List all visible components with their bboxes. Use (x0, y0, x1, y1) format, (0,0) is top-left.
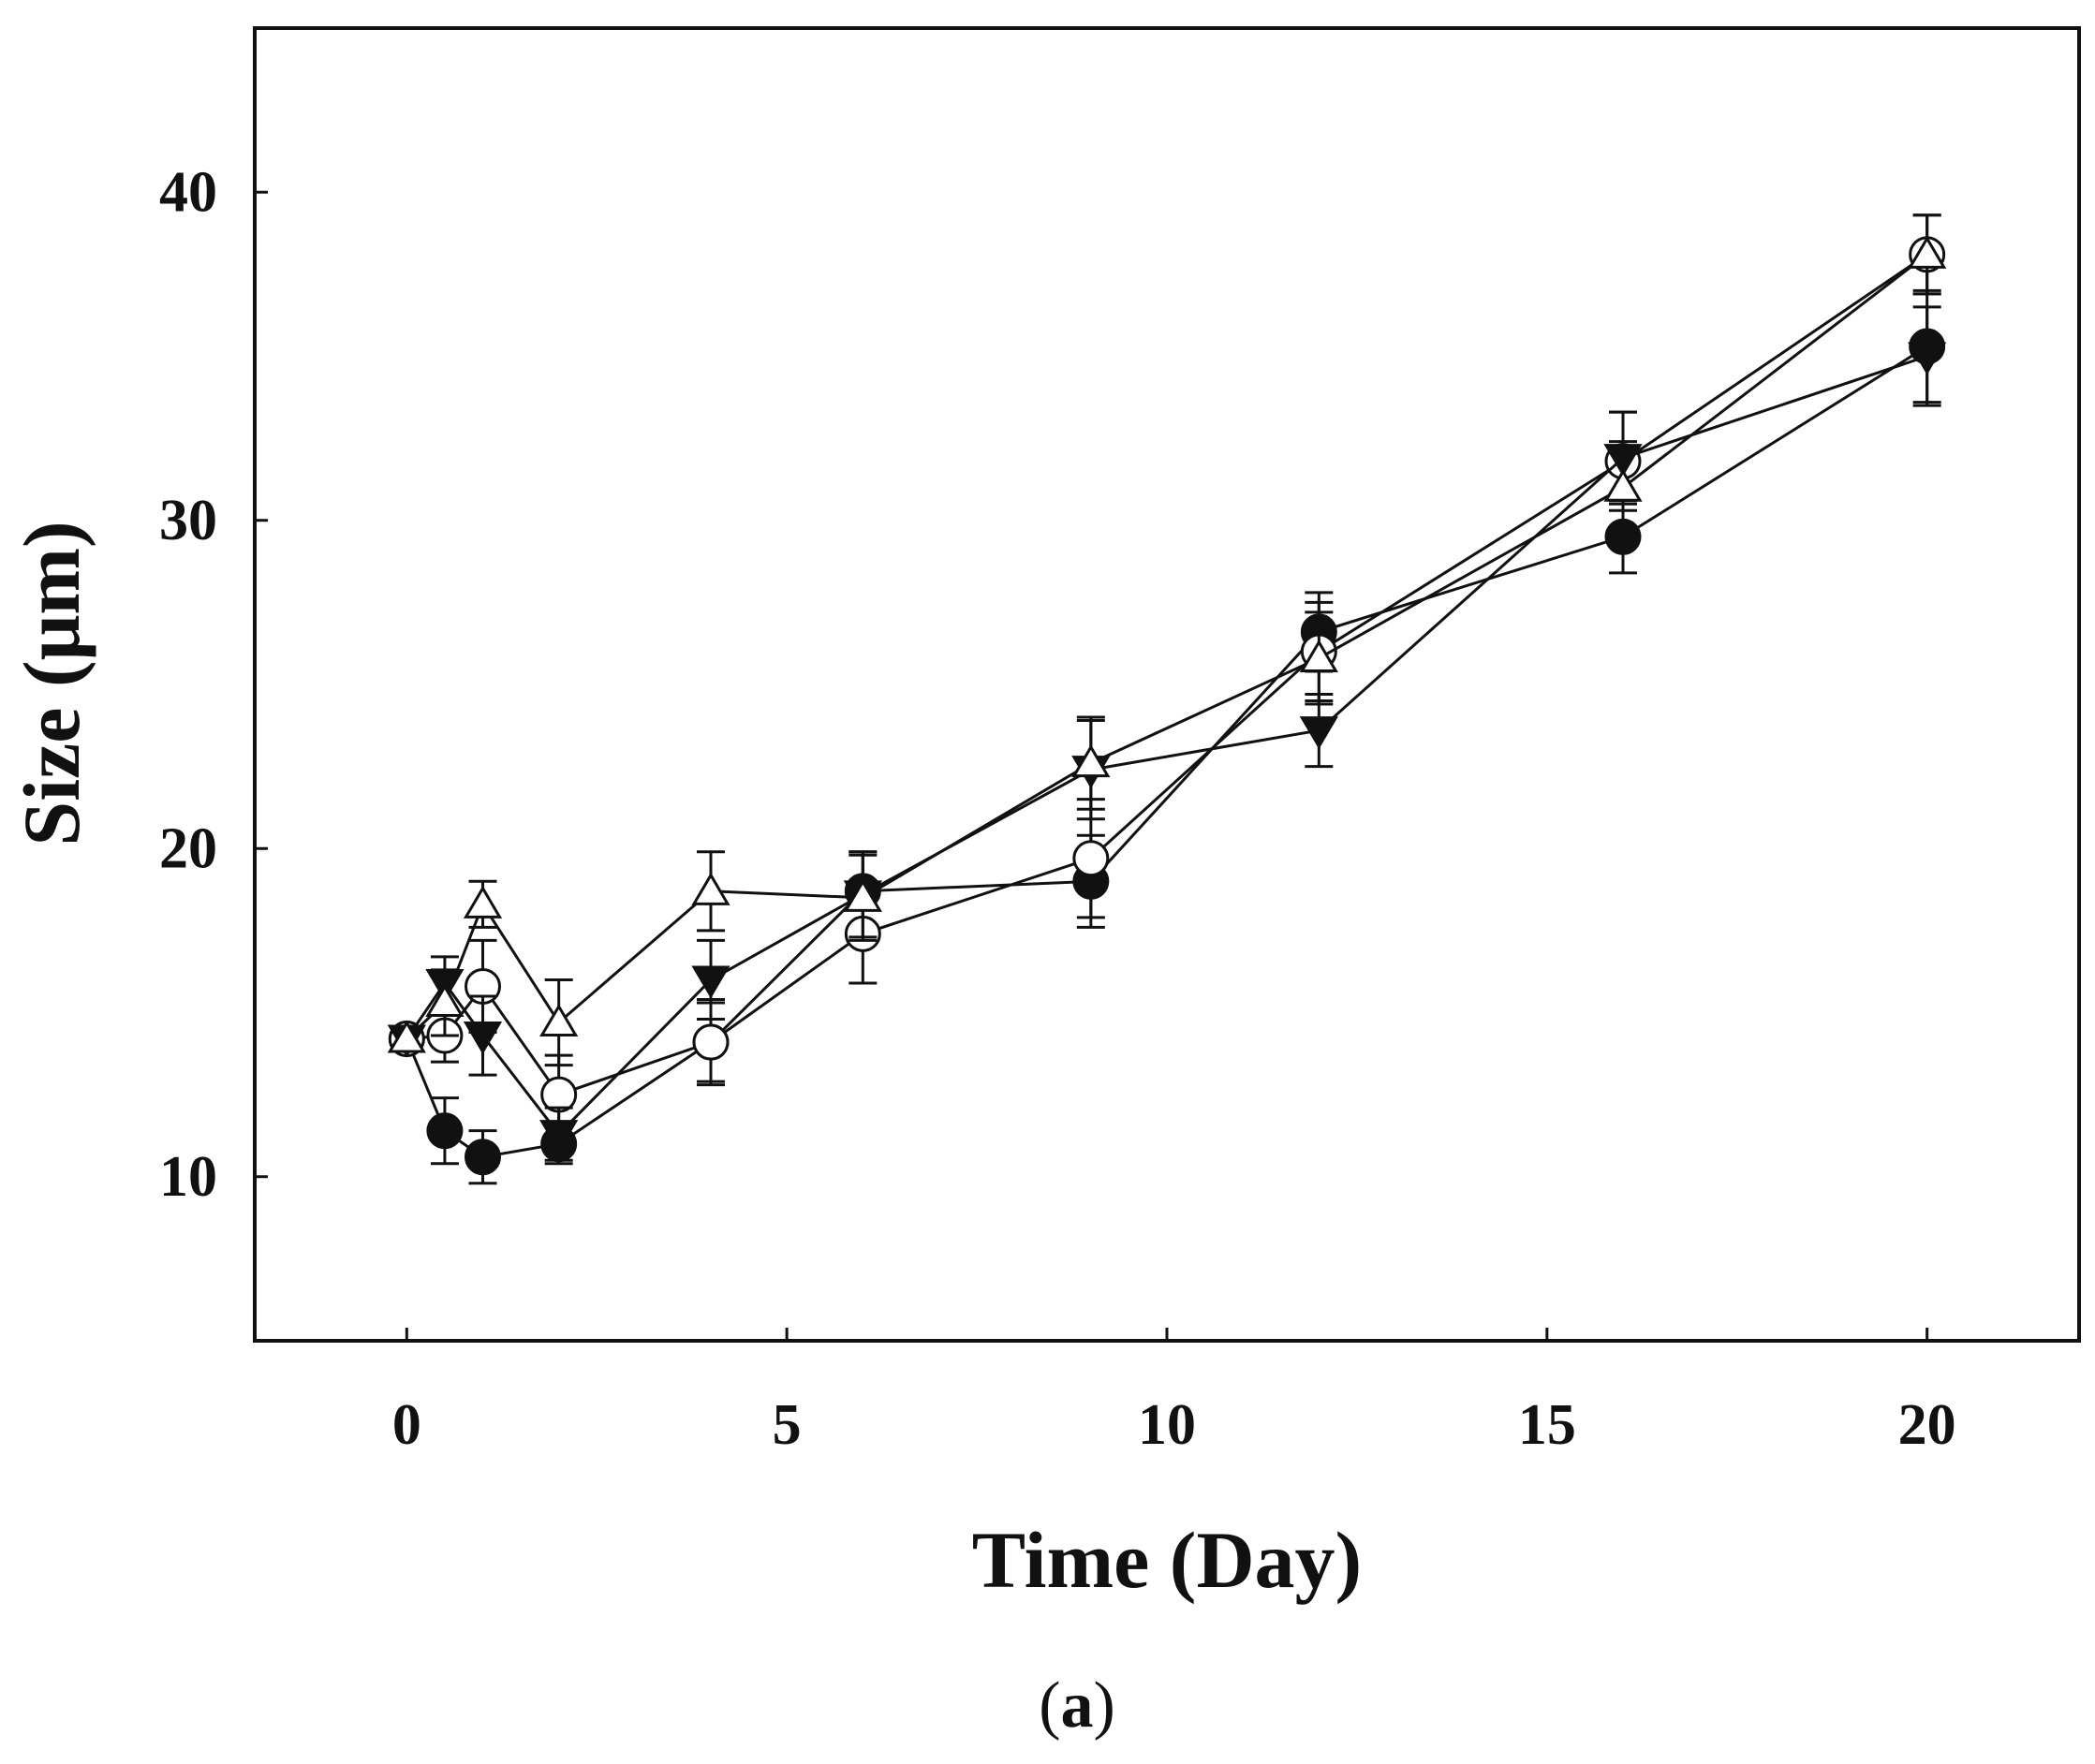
data-point (1299, 716, 1338, 750)
data-point (1908, 235, 1947, 269)
data-point (1603, 468, 1643, 502)
data-point (426, 1112, 464, 1150)
y-tick-label: 40 (159, 160, 217, 224)
data-point (1299, 639, 1338, 672)
data-point (691, 872, 730, 905)
data-point (463, 1022, 503, 1055)
series-layer (387, 213, 1947, 1185)
y-axis-ticks: 10 20 30 40 (159, 160, 268, 1209)
series-line (406, 253, 1928, 1040)
x-tick-label: 10 (1138, 1393, 1196, 1457)
series-line (406, 253, 1928, 1096)
x-tick-label: 20 (1898, 1393, 1956, 1457)
series-filled-triangle-down (387, 305, 1947, 1162)
data-point (691, 965, 730, 999)
data-point (463, 885, 503, 919)
x-tick-label: 15 (1518, 1393, 1576, 1457)
data-point (425, 983, 465, 1017)
data-point (1071, 744, 1111, 778)
series-filled-circle (388, 288, 1946, 1185)
y-tick-label: 20 (159, 816, 217, 880)
caption-close-paren: ) (1094, 1669, 1115, 1742)
y-axis-title: Size (μm) (7, 521, 96, 845)
figure-caption: (a) (1039, 1669, 1115, 1742)
data-point (692, 1023, 730, 1061)
series-open-circle (388, 213, 1946, 1136)
x-axis-title: Time (Day) (972, 1515, 1362, 1605)
plot-frame (253, 26, 2081, 1343)
data-point (539, 1120, 579, 1154)
data-point (1908, 342, 1947, 375)
caption-letter: a (1061, 1669, 1094, 1742)
data-point (387, 1020, 426, 1053)
series-line (405, 345, 1928, 1159)
caption-open-paren: ( (1039, 1669, 1060, 1742)
data-point (1072, 840, 1110, 877)
x-tick-label: 0 (392, 1393, 421, 1457)
data-point (539, 1003, 579, 1037)
y-tick-label: 30 (159, 489, 217, 552)
series-open-triangle-up (387, 213, 1947, 1067)
series-line (406, 355, 1928, 1137)
x-tick-label: 5 (773, 1393, 802, 1457)
data-point (465, 1139, 501, 1176)
data-point (843, 878, 882, 912)
y-tick-label: 10 (159, 1145, 217, 1209)
x-axis-ticks: 0 5 10 15 20 (392, 1328, 1956, 1457)
